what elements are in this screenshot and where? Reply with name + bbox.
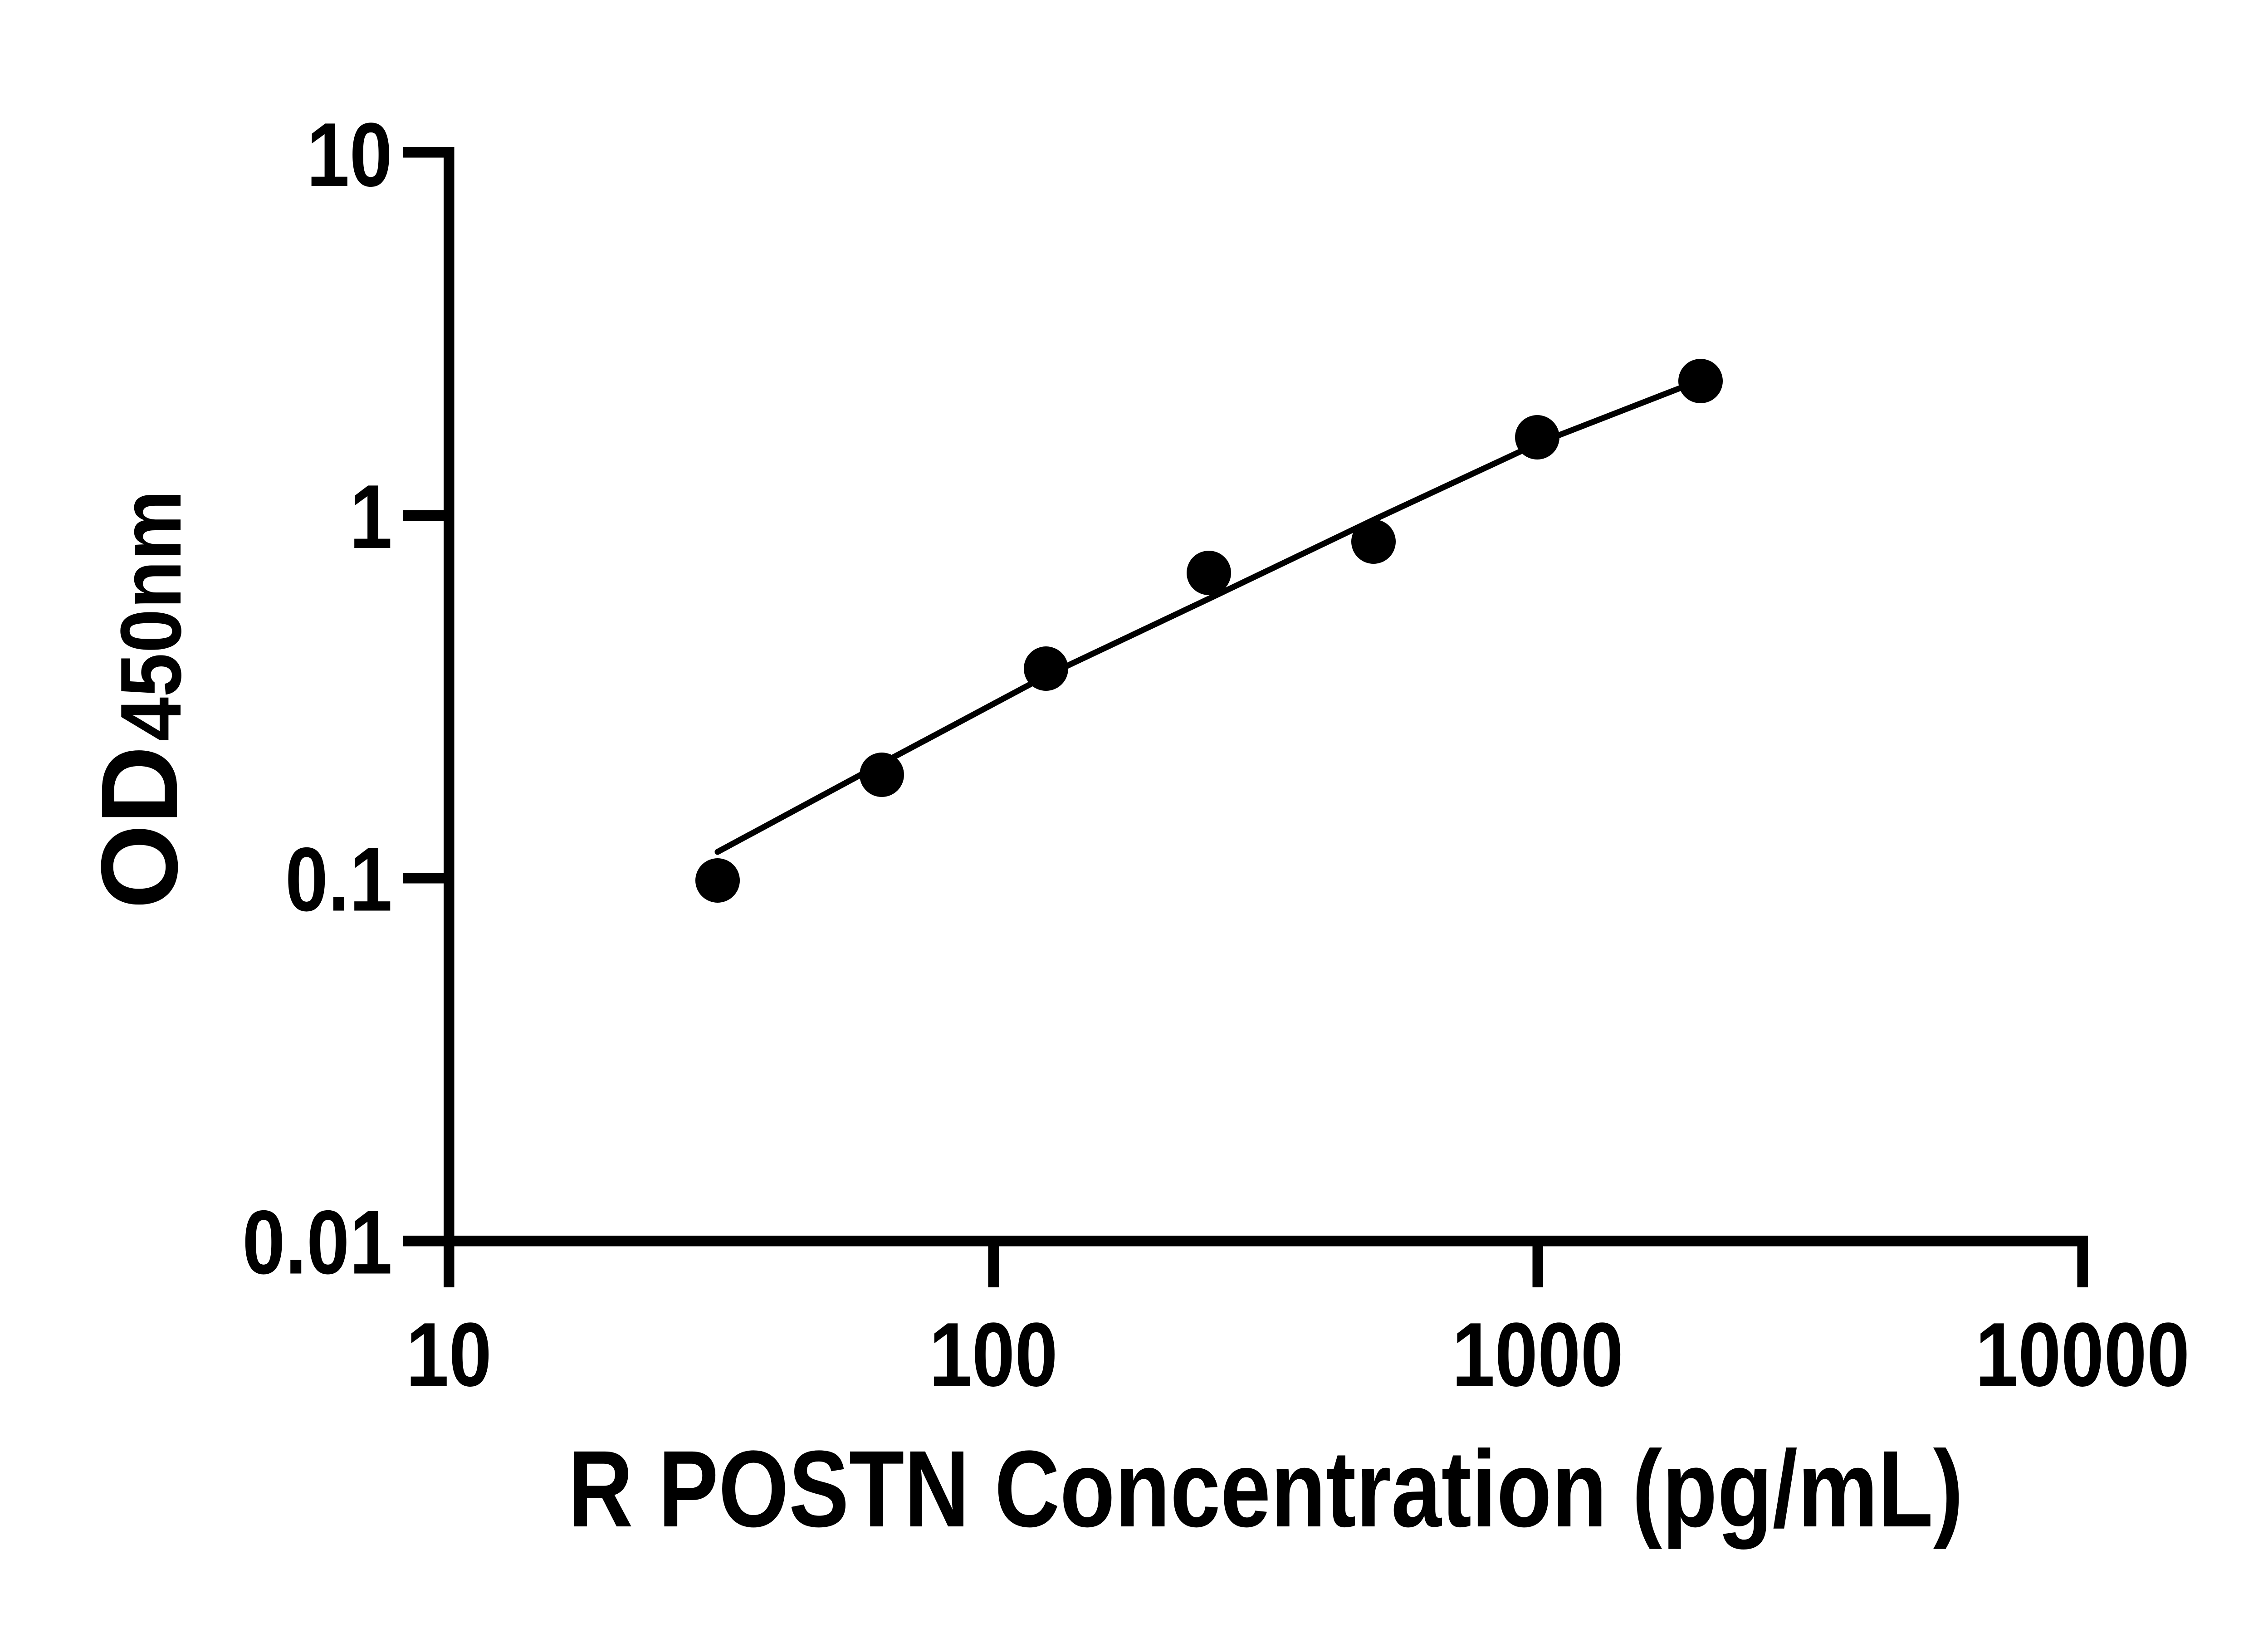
svg-text:1000: 1000 <box>1452 1304 1623 1405</box>
svg-text:0.01: 0.01 <box>242 1192 392 1293</box>
svg-text:450nm: 450nm <box>103 490 199 741</box>
svg-text:1: 1 <box>349 466 392 567</box>
svg-text:OD: OD <box>78 746 200 909</box>
svg-text:10: 10 <box>406 1304 492 1405</box>
svg-text:100: 100 <box>929 1304 1058 1405</box>
svg-text:10000: 10000 <box>1975 1304 2190 1405</box>
svg-text:R POSTN Concentration (pg/mL): R POSTN Concentration (pg/mL) <box>568 1428 1963 1550</box>
svg-text:10: 10 <box>307 104 392 205</box>
svg-text:0.1: 0.1 <box>285 829 392 930</box>
